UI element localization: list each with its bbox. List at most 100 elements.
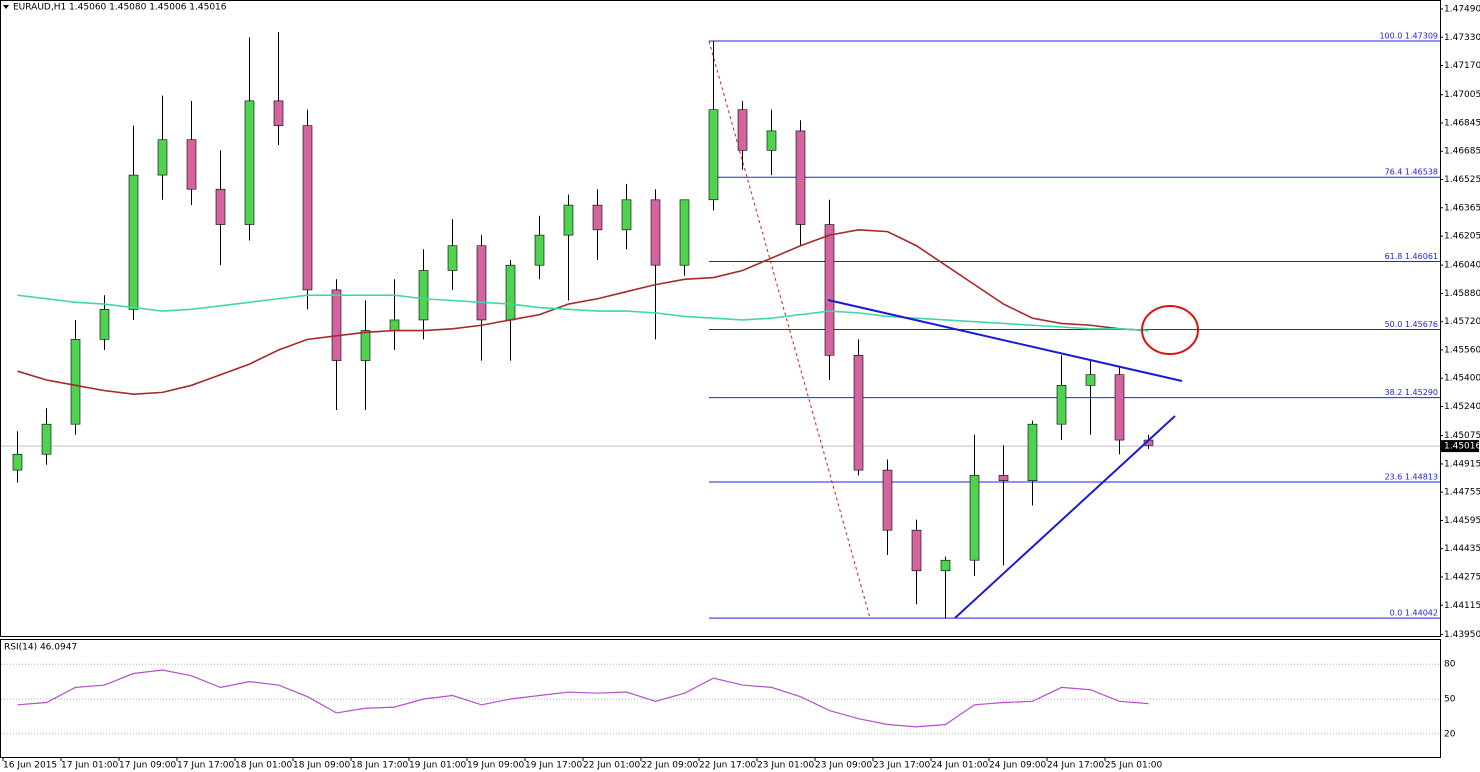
candle-body [1027,423,1038,482]
fib-label: 0.0 1.44042 [1390,609,1438,618]
x-tick-label: 22 Jun 09:00 [641,761,698,771]
y-tick-label: 1.47490 [1444,5,1480,15]
fib-label: 61.8 1.46061 [1385,252,1438,261]
x-tick-label: 19 Jun 01:00 [409,761,466,771]
y-tick-label: 1.47005 [1444,90,1480,100]
candle-body [418,270,429,321]
candle-body [853,354,864,471]
candle-body [157,139,168,176]
x-tick-label: 17 Jun 17:00 [177,761,234,771]
rsi-line [17,669,1149,728]
y-tick-label: 1.44435 [1444,544,1480,554]
candle-body [273,100,284,126]
y-tick-label: 1.45880 [1444,289,1480,299]
candle-body [128,174,139,310]
x-tick-label: 16 Jun 2015 [3,761,57,771]
candle-body [360,330,371,361]
collapse-icon [3,5,9,9]
candle-body [563,204,574,236]
y-tick-label: 50 [1444,695,1456,705]
x-tick-label: 22 Jun 01:00 [583,761,640,771]
candle-body [911,529,922,572]
candle-body [737,109,748,151]
plot-layer: 1.47490 1.47330 1.47170 1.47005 1.46845 1.466… [1,5,1480,771]
y-tick-label: 1.46040 [1444,261,1480,271]
y-tick-label: 1.46845 [1444,118,1480,128]
candle-body [795,130,806,225]
x-tick-label: 24 Jun 17:00 [1047,761,1104,771]
candle-body [621,199,632,231]
candle-body [708,109,719,201]
candle-body [998,475,1009,482]
moving-average [17,229,1149,395]
y-tick-label: 1.45720 [1444,317,1480,327]
last-price-marker: 1.45016 [1441,440,1480,453]
rsi-title: RSI(14) 46.0947 [4,643,77,653]
candle-body [1114,374,1125,441]
x-tick-label: 18 Jun 17:00 [351,761,408,771]
y-tick-label: 1.45240 [1444,402,1480,412]
last-price-label: 1.45016 [1444,442,1480,452]
candle-body [244,100,255,225]
candle-body [186,139,197,190]
y-tick-label: 1.46205 [1444,232,1480,242]
rsi-panel [0,639,1441,758]
candle-body [70,339,81,425]
candle-body [1056,385,1067,425]
y-tick-label: 1.45560 [1444,345,1480,355]
x-tick-label: 17 Jun 09:00 [119,761,176,771]
candle-body [679,199,690,266]
candle-body [41,423,52,455]
y-tick-label: 1.47170 [1444,61,1480,71]
candle-body [331,289,342,361]
y-tick-label: 1.46525 [1444,175,1480,185]
y-tick-label: 20 [1444,729,1456,739]
candle-body [824,224,835,356]
candle-body [534,234,545,266]
candle-body [302,125,313,291]
trend-line [954,415,1176,619]
fib-trend [708,40,871,619]
trend-line [827,299,1183,382]
fib-label: 23.6 1.44813 [1385,472,1438,481]
y-tick-label: 1.44915 [1444,459,1480,469]
last-price-box [1441,440,1479,453]
y-tick-label: 1.44755 [1444,488,1480,498]
x-tick-label: 25 Jun 01:00 [1105,761,1162,771]
x-tick-label: 19 Jun 09:00 [467,761,524,771]
y-tick-label: 1.45075 [1444,431,1480,441]
y-tick-label: 1.44275 [1444,572,1480,582]
candle-body [476,245,487,321]
x-tick-label: 23 Jun 01:00 [757,761,814,771]
moving-average [17,294,1149,332]
candle-body [650,199,661,266]
chart-title: EURAUD,H1 1.45060 1.45080 1.45006 1.4501… [13,3,227,13]
candle-body [389,319,400,331]
y-tick-label: 1.43950 [1444,630,1480,640]
candle-body [882,469,893,531]
candle-body [1085,374,1096,386]
y-tick-label: 1.46685 [1444,147,1480,157]
y-tick-label: 1.47330 [1444,33,1480,43]
y-tick-label: 1.46365 [1444,203,1480,213]
candle-body [969,475,980,561]
candle-body [940,559,951,572]
y-tick-label: 80 [1444,660,1456,670]
fib-label: 76.4 1.46538 [1385,168,1438,177]
y-tick-label: 1.44115 [1444,601,1480,611]
candle-body [766,130,777,151]
candle-body [215,188,226,225]
x-tick-label: 23 Jun 17:00 [873,761,930,771]
fib-label: 38.2 1.45290 [1385,388,1438,397]
x-tick-label: 18 Jun 01:00 [235,761,292,771]
x-tick-label: 24 Jun 01:00 [931,761,988,771]
fib-label: 100.0 1.47309 [1379,31,1438,40]
fib-label: 50.0 1.45676 [1385,320,1438,329]
x-tick-label: 23 Jun 09:00 [815,761,872,771]
candle-body [505,264,516,321]
candle-body [12,453,23,471]
candle-body [99,309,110,340]
candle-body [592,204,603,231]
